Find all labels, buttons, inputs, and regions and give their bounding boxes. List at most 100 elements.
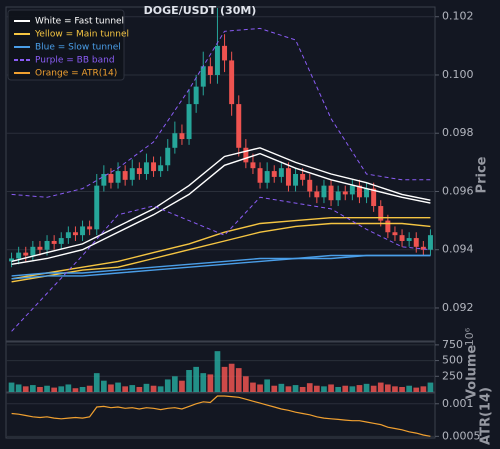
candle-body xyxy=(9,258,15,262)
axis-scale-label: 10⁶ xyxy=(463,327,476,346)
candle-body xyxy=(158,165,164,172)
volume-bar xyxy=(129,385,136,392)
legend-label: Blue = Slow tunnel xyxy=(35,43,121,53)
candle-body xyxy=(349,185,355,195)
volume-bar xyxy=(413,387,420,392)
volume-bar xyxy=(86,385,93,392)
candle-body xyxy=(58,238,64,244)
volume-bar xyxy=(37,386,43,392)
volume-bar xyxy=(58,386,65,392)
volume-bar xyxy=(243,376,249,392)
volume-bar xyxy=(370,385,377,392)
legend-label: White = Fast tunnel xyxy=(35,17,124,27)
volume-bar xyxy=(157,386,164,392)
y-tick-label: 0.100 xyxy=(442,68,474,81)
y-tick-label: 0.001 xyxy=(442,397,474,410)
candle-body xyxy=(420,246,426,250)
candle-body xyxy=(51,240,57,244)
candle-body xyxy=(264,171,270,183)
volume-bar xyxy=(200,373,207,392)
candle-body xyxy=(87,226,93,230)
legend-label: Orange = ATR(14) xyxy=(35,69,117,79)
volume-bar xyxy=(193,366,199,392)
y-tick-label: 0.098 xyxy=(442,126,474,139)
candle-body xyxy=(342,191,348,195)
volume-bar xyxy=(356,385,363,392)
legend-label: Yellow = Main tunnel xyxy=(34,30,129,40)
candle-body xyxy=(335,191,341,201)
candle-body xyxy=(300,174,306,180)
volume-bar xyxy=(257,384,263,392)
volume-bar xyxy=(292,385,299,392)
volume-bar xyxy=(285,386,292,392)
atr-panel xyxy=(5,392,436,439)
candle-body xyxy=(129,168,135,180)
volume-bar xyxy=(335,386,341,392)
volume-bar xyxy=(250,382,256,392)
volume-bar xyxy=(214,351,221,392)
candle-body xyxy=(378,206,384,221)
price-panel xyxy=(5,6,436,342)
candle-body xyxy=(250,162,256,169)
y-tick-label: 0.0005 xyxy=(442,429,481,442)
tunnel-line xyxy=(11,217,431,280)
volume-bar xyxy=(115,382,121,392)
bb-band-line xyxy=(11,196,431,332)
volume-bar xyxy=(235,368,242,392)
candle-body xyxy=(193,86,199,105)
candle-body xyxy=(94,185,100,230)
candle-body xyxy=(143,162,149,174)
volume-bar xyxy=(136,386,143,392)
volume-bar xyxy=(392,386,398,392)
volume-bar xyxy=(377,382,384,392)
candle-body xyxy=(80,226,86,236)
volume-bar xyxy=(271,385,278,392)
candle-body xyxy=(200,66,206,87)
volume-bar xyxy=(22,386,29,392)
volume-bar xyxy=(278,383,285,392)
volume-bar xyxy=(172,376,178,392)
candle-body xyxy=(30,246,36,256)
candle-body xyxy=(427,235,433,250)
volume-bar xyxy=(101,380,107,392)
volume-bar xyxy=(321,386,327,392)
volume-bar xyxy=(150,385,157,392)
volume-bar xyxy=(65,384,72,392)
legend-label: Purple = BB band xyxy=(35,56,115,66)
candle-body xyxy=(151,162,157,172)
volume-bar xyxy=(342,385,349,392)
candle-body xyxy=(207,66,213,75)
y-tick-label: 500 xyxy=(442,354,463,367)
candle-body xyxy=(285,168,291,186)
volume-bar xyxy=(207,374,214,392)
candle-body xyxy=(72,232,78,236)
volume-bar xyxy=(93,373,100,392)
volume-bar xyxy=(8,382,15,392)
y-axis-label: Volume xyxy=(465,345,480,400)
candle-body xyxy=(165,147,171,166)
candle-body xyxy=(101,174,107,186)
candle-body xyxy=(172,133,178,148)
volume-bar xyxy=(314,385,320,392)
candle-body xyxy=(257,168,263,183)
candle-body xyxy=(293,174,299,186)
candle-body xyxy=(371,188,377,207)
candle-body xyxy=(307,179,313,192)
candle-body xyxy=(23,252,29,256)
candle-body xyxy=(214,45,220,75)
candle-body xyxy=(243,147,249,163)
volume-bar xyxy=(228,363,235,392)
chart-title: DOGE/USDT (30M) xyxy=(144,4,257,17)
candle-body xyxy=(37,246,43,250)
volume-bar xyxy=(406,385,412,392)
y-axis-label: ATR(14) xyxy=(479,387,494,445)
candle-body xyxy=(44,240,50,250)
volume-bar xyxy=(143,383,150,392)
legend-box xyxy=(7,9,125,81)
volume-bar xyxy=(399,386,405,392)
volume-bar xyxy=(44,385,50,392)
volume-bar xyxy=(15,384,22,392)
atr-line xyxy=(11,395,431,437)
candle-body xyxy=(136,168,142,174)
candle-body xyxy=(399,235,405,241)
